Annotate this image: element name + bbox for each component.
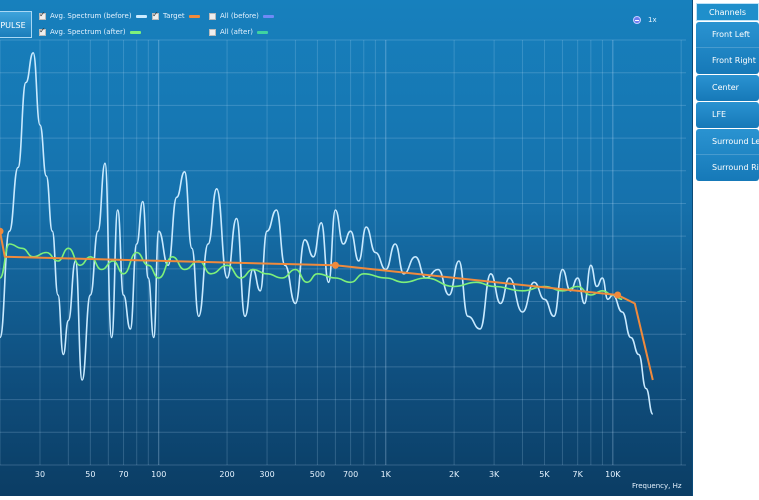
channel-surround-right[interactable]: Surround Right bbox=[712, 163, 759, 172]
channel-group-surround: Surround Left Surround Right bbox=[696, 129, 759, 181]
channel-group-front: Front Left Front Right bbox=[696, 22, 759, 74]
x-tick-label: 500 bbox=[309, 470, 326, 479]
x-tick-label: 30 bbox=[34, 470, 46, 479]
x-tick-label: 50 bbox=[85, 470, 96, 479]
legend-swatch bbox=[256, 30, 268, 34]
series-avg-spectrum-before bbox=[0, 52, 654, 415]
legend-avg-after[interactable]: Avg. Spectrum (after) bbox=[39, 26, 141, 36]
x-tick-label: 200 bbox=[219, 470, 235, 479]
legend-label: All (after) bbox=[220, 28, 253, 36]
legend-all-after[interactable]: All (after) bbox=[209, 28, 268, 36]
legend-avg-before[interactable]: Avg. Spectrum (before) bbox=[39, 10, 147, 20]
legend-swatch bbox=[262, 14, 274, 18]
x-tick-label: 5K bbox=[539, 470, 550, 479]
channel-center[interactable]: Center bbox=[712, 83, 739, 92]
target-checkbox[interactable] bbox=[152, 10, 159, 20]
channel-front-left[interactable]: Front Left bbox=[696, 22, 759, 48]
legend-label: Avg. Spectrum (after) bbox=[50, 28, 126, 36]
x-axis-label: Frequency, Hz bbox=[632, 482, 682, 490]
target-handle[interactable] bbox=[614, 291, 622, 299]
target-handle[interactable] bbox=[331, 261, 339, 269]
legend-label: Avg. Spectrum (before) bbox=[50, 12, 132, 20]
all-after-checkbox[interactable] bbox=[209, 28, 216, 36]
x-tick-label: 2K bbox=[448, 470, 460, 479]
series-target bbox=[0, 231, 654, 381]
legend-label: Target bbox=[163, 12, 185, 20]
x-tick-label: 700 bbox=[342, 470, 359, 479]
target-handle[interactable] bbox=[0, 227, 4, 235]
zoom-out-icon[interactable] bbox=[633, 16, 641, 24]
x-tick-label: 1K bbox=[380, 470, 391, 479]
avg-before-checkbox[interactable] bbox=[39, 10, 46, 20]
legend-swatch bbox=[129, 30, 141, 34]
zoom-control[interactable]: 1x bbox=[633, 16, 657, 24]
x-tick-label: 10K bbox=[605, 470, 621, 479]
avg-after-checkbox[interactable] bbox=[39, 26, 46, 36]
channel-group-center: Center bbox=[696, 75, 759, 101]
channel-front-right[interactable]: Front Right bbox=[712, 56, 756, 65]
x-tick-label: 300 bbox=[259, 470, 275, 479]
x-tick-label: 100 bbox=[151, 470, 167, 479]
channel-lfe[interactable]: LFE bbox=[712, 110, 727, 119]
series-avg-spectrum-after bbox=[0, 243, 623, 301]
impulse-button[interactable]: PULSE bbox=[0, 11, 32, 38]
legend-label: All (before) bbox=[220, 12, 259, 20]
channels-header: Channels bbox=[696, 3, 759, 21]
legend-swatch bbox=[135, 14, 147, 18]
legend-swatch bbox=[188, 14, 200, 18]
legend-all-before[interactable]: All (before) bbox=[209, 12, 274, 20]
frequency-response-chart[interactable] bbox=[0, 0, 692, 496]
plot-panel[interactable]: PULSE Avg. Spectrum (before) Target All … bbox=[0, 0, 693, 496]
legend-target[interactable]: Target bbox=[152, 10, 200, 20]
channel-surround-left[interactable]: Surround Left bbox=[696, 129, 759, 155]
x-tick-label: 70 bbox=[118, 470, 129, 479]
zoom-level: 1x bbox=[648, 16, 657, 24]
channel-group-lfe: LFE bbox=[696, 102, 759, 128]
channels-panel: Channels Front Left Front Right Center L… bbox=[696, 3, 759, 181]
x-tick-label: 3K bbox=[488, 470, 500, 479]
x-tick-label: 7K bbox=[572, 470, 583, 479]
all-before-checkbox[interactable] bbox=[209, 12, 216, 20]
